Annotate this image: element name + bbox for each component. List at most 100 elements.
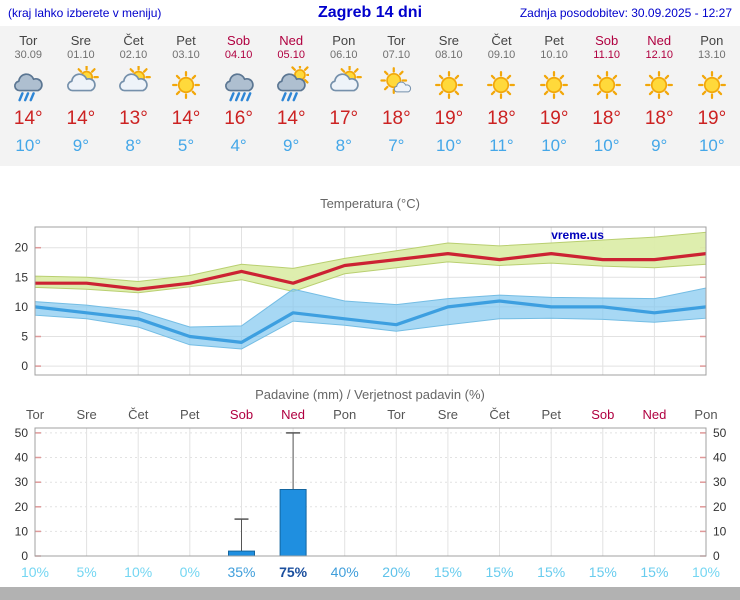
forecast-day-column[interactable]: Ned 12.10 18° 9° [633, 33, 686, 156]
low-temperature: 4° [230, 136, 247, 155]
precip-probability: 10% [692, 564, 720, 580]
forecast-day-column[interactable]: Pon 13.10 19° 10° [686, 33, 739, 156]
temperature-chart-title: Temperatura (°C) [320, 196, 420, 211]
low-temperature: 8° [335, 136, 352, 155]
precip-probability: 20% [382, 564, 410, 580]
icon-sunny [540, 71, 569, 99]
precip-probability: 15% [589, 564, 617, 580]
low-temperature: 9° [283, 136, 300, 155]
forecast-day-column[interactable]: Ned 05.10 14° 9° [265, 33, 318, 156]
weather-icon [370, 64, 423, 106]
icon-sunny [645, 71, 674, 99]
forecast-day-column[interactable]: Pon 06.10 17° 8° [317, 33, 370, 156]
forecast-day-column[interactable]: Tor 07.10 18° 7° [370, 33, 423, 156]
high-temperature: 17° [329, 108, 359, 129]
icon-partly-cloudy [119, 66, 152, 92]
precip-probability: 5% [76, 564, 96, 580]
temp-ytick-label: 20 [15, 241, 29, 255]
high-temperature: 19° [697, 108, 727, 129]
low-temperature: 10° [698, 136, 725, 155]
precip-probability: 15% [640, 564, 668, 580]
watermark: vreme.us [551, 228, 604, 242]
low-temperature: 10° [593, 136, 620, 155]
precip-day-label: Ned [642, 407, 666, 422]
weather-icon [160, 64, 213, 106]
precip-day-label: Pon [694, 407, 717, 422]
day-name: Ned [279, 33, 304, 48]
temp-ytick-label: 5 [21, 330, 28, 344]
low-temperature: 10° [15, 136, 42, 155]
icon-mostly-sunny [380, 67, 412, 94]
precip-ytick-label-right: 0 [713, 549, 720, 563]
day-name: Sob [227, 33, 251, 48]
high-temperature: 16° [224, 108, 253, 129]
high-temperature: 13° [119, 108, 148, 129]
forecast-day-column[interactable]: Sob 11.10 18° 10° [580, 33, 633, 156]
precip-ytick-label-right: 10 [713, 524, 727, 538]
day-date: 12.10 [645, 49, 673, 61]
low-temperature: 5° [177, 136, 195, 155]
day-date: 08.10 [435, 49, 463, 61]
high-temperature: 19° [434, 108, 464, 129]
temp-ytick-label: 0 [21, 359, 28, 373]
temp-min-line [34, 299, 707, 345]
precip-ytick-label-right: 20 [713, 500, 727, 514]
low-temperature: 8° [125, 136, 142, 155]
weather-icon [2, 64, 55, 106]
precipitation-chart-title: Padavine (mm) / Verjetnost padavin (%) [255, 387, 485, 402]
day-name: Čet [123, 33, 144, 48]
high-temperature: 14° [171, 108, 201, 129]
day-date: 06.10 [329, 49, 358, 61]
precip-day-label: Sre [76, 407, 96, 422]
high-temperature: 14° [66, 108, 96, 129]
precip-day-label: Pon [333, 407, 356, 422]
day-date: 05.10 [277, 49, 305, 61]
forecast-day-column[interactable]: Sre 01.10 14° 9° [55, 33, 108, 156]
precip-probability: 10% [21, 564, 49, 580]
precip-ytick-label-right: 30 [713, 475, 727, 489]
temp-max-line [35, 251, 707, 291]
forecast-day-column[interactable]: Pet 03.10 14° 5° [160, 33, 213, 156]
icon-partly-cloudy [329, 66, 362, 92]
precip-day-label: Tor [26, 407, 45, 422]
forecast-day-column[interactable]: Pet 10.10 19° 10° [528, 33, 581, 156]
icon-sunny [434, 71, 463, 99]
icon-rain [14, 73, 44, 102]
weather-icon [580, 64, 633, 106]
weather-icon [633, 64, 686, 106]
precip-day-label: Ned [281, 407, 305, 422]
temp-ytick-label: 15 [15, 270, 29, 284]
icon-sunny [172, 71, 200, 99]
precip-ytick-label-left: 10 [15, 524, 29, 538]
weather-icon [265, 64, 318, 106]
precip-ytick-label-right: 50 [713, 426, 727, 440]
temp-plot-border [34, 226, 707, 376]
day-name: Pet [544, 33, 564, 48]
forecast-day-column[interactable]: Tor 30.09 14° 10° [2, 33, 55, 156]
day-name: Ned [647, 33, 672, 48]
footer-bar [0, 587, 740, 600]
forecast-day-column[interactable]: Čet 02.10 13° 8° [107, 33, 160, 156]
low-temperature: 9° [651, 136, 668, 155]
precip-day-label: Sre [438, 407, 458, 422]
forecast-strip: Tor 30.09 14° 10° Sre 01.10 14° 9° Čet 0… [0, 26, 740, 166]
precip-ytick-label-left: 40 [15, 451, 29, 465]
weather-icon [317, 64, 370, 106]
high-temperature: 18° [592, 108, 622, 129]
precipitation-chart: Tor Sre Čet Pet Sob Ned Pon Tor Sre Čet Pet Sob Ned P… [15, 407, 727, 580]
weather-icon [107, 64, 160, 106]
precip-bar [228, 550, 255, 557]
menu-hint[interactable]: (kraj lahko izberete v meniju) [8, 6, 162, 20]
forecast-day-column[interactable]: Sob 04.10 16° 4° [212, 33, 265, 156]
forecast-day-column[interactable]: Sre 08.10 19° 10° [423, 33, 476, 156]
day-date: 03.10 [172, 49, 200, 61]
high-temperature: 18° [381, 108, 411, 129]
forecast-day-column[interactable]: Čet 09.10 18° 11° [475, 33, 528, 156]
low-temperature: 10° [541, 136, 567, 155]
weather-icon [528, 64, 581, 106]
day-date: 09.10 [487, 49, 516, 61]
weather-icon [423, 64, 476, 106]
day-date: 02.10 [119, 49, 148, 61]
precip-probability: 15% [434, 564, 462, 580]
weather-icon [686, 64, 739, 106]
